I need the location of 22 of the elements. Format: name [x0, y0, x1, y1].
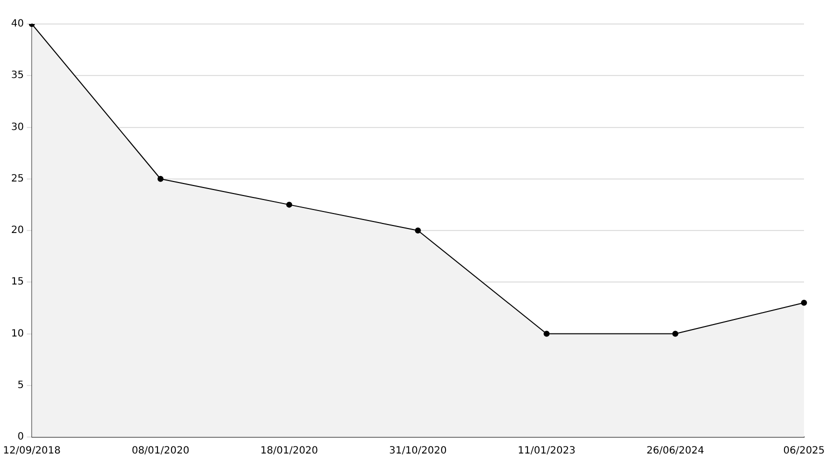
x-tick-label: 11/01/2023	[518, 446, 576, 457]
point	[801, 300, 807, 306]
x-tick-label: 31/10/2020	[389, 446, 447, 457]
x-tick-label: 06/2025	[783, 446, 825, 457]
point	[414, 228, 421, 234]
point	[544, 330, 550, 337]
y-tick-label: 35	[11, 70, 24, 82]
y-tick-label: 0	[17, 432, 24, 443]
y-tick-label: 20	[11, 225, 24, 236]
point	[158, 176, 164, 182]
y-tick-label: 5	[17, 380, 24, 391]
y-tick-label: 15	[11, 276, 24, 288]
x-tick-label: 12/09/2018	[3, 446, 61, 457]
point	[286, 202, 292, 208]
y-tick-label: 40	[11, 18, 24, 30]
y-tick-label: 25	[11, 173, 24, 184]
x-tick-label: 08/01/2020	[132, 446, 190, 457]
y-tick-label: 30	[11, 122, 24, 133]
x-tick-label: 18/01/2020	[260, 446, 318, 457]
point	[672, 330, 678, 337]
x-tick-label: 26/06/2024	[646, 446, 704, 457]
y-tick-label: 10	[11, 328, 24, 340]
